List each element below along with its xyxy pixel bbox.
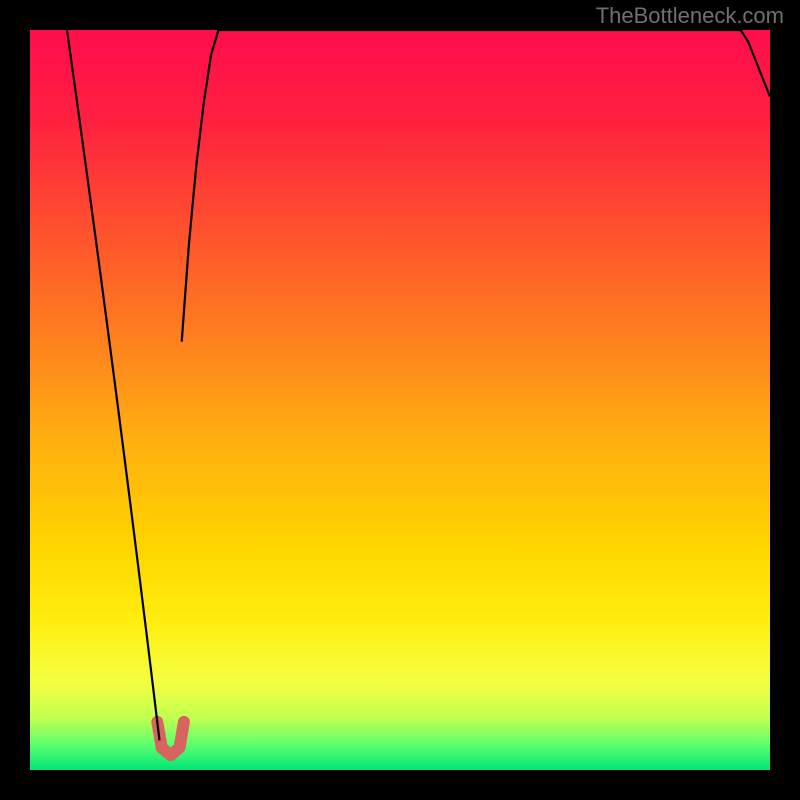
chart-svg: [0, 0, 800, 800]
dip-marker: [157, 722, 184, 755]
chart-frame: TheBottleneck.com: [0, 0, 800, 800]
curve-right-branch: [182, 30, 770, 342]
watermark-text: TheBottleneck.com: [596, 3, 784, 29]
curve-left-branch: [67, 30, 160, 740]
